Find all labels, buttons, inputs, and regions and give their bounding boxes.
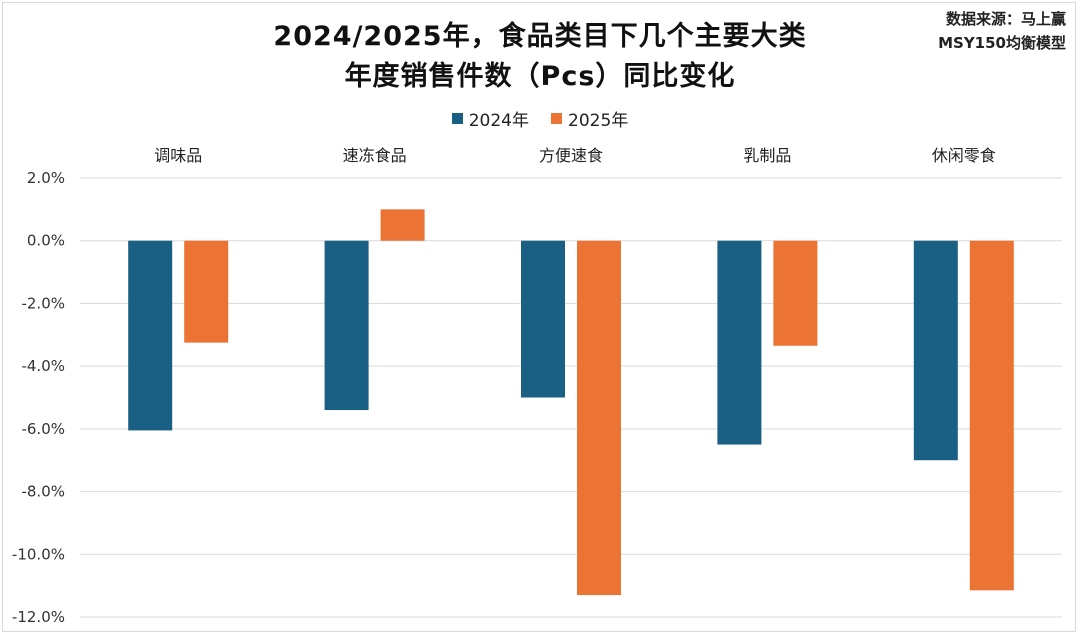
y-tick-label: 2.0% — [27, 169, 65, 187]
y-tick-label: -4.0% — [21, 357, 65, 375]
y-tick-label: -12.0% — [12, 608, 65, 626]
bar-2025 — [773, 240, 818, 346]
model-label: MSY150均衡模型 — [938, 34, 1066, 52]
category-label: 休闲零食 — [932, 146, 996, 165]
bar-2025 — [184, 240, 229, 343]
bar-2024 — [717, 240, 762, 445]
category-label: 调味品 — [154, 146, 202, 165]
category-label: 乳制品 — [743, 146, 791, 165]
y-tick-label: -2.0% — [21, 294, 65, 312]
chart-legend: 2024年 2025年 — [0, 106, 1080, 131]
bar-2024 — [128, 240, 173, 431]
chart-title-line2: 年度销售件数（Pcs）同比变化 — [344, 61, 736, 92]
bar-2024 — [521, 240, 565, 398]
bar-2024 — [324, 240, 369, 411]
y-tick-label: -8.0% — [21, 483, 65, 501]
legend-item-2025: 2025年 — [551, 106, 628, 131]
category-label: 方便速食 — [539, 146, 603, 165]
y-tick-label: 0.0% — [27, 232, 65, 250]
legend-swatch-2025 — [551, 113, 562, 124]
legend-label-2024: 2024年 — [468, 111, 529, 131]
legend-swatch-2024 — [451, 113, 463, 124]
y-tick-label: -6.0% — [21, 420, 65, 438]
bar-2025 — [577, 240, 621, 596]
legend-label-2025: 2025年 — [568, 111, 629, 131]
legend-item-2024: 2024年 — [451, 106, 529, 131]
bar-2024 — [913, 240, 958, 461]
category-label: 速冻食品 — [343, 146, 407, 165]
y-tick-label: -10.0% — [12, 545, 65, 563]
chart-title-line1: 2024/2025年，食品类目下几个主要大类 — [273, 21, 807, 52]
bar-2025 — [380, 209, 425, 241]
bar-2025 — [969, 240, 1014, 591]
data-source-label: 数据来源：马上赢 — [945, 10, 1066, 28]
